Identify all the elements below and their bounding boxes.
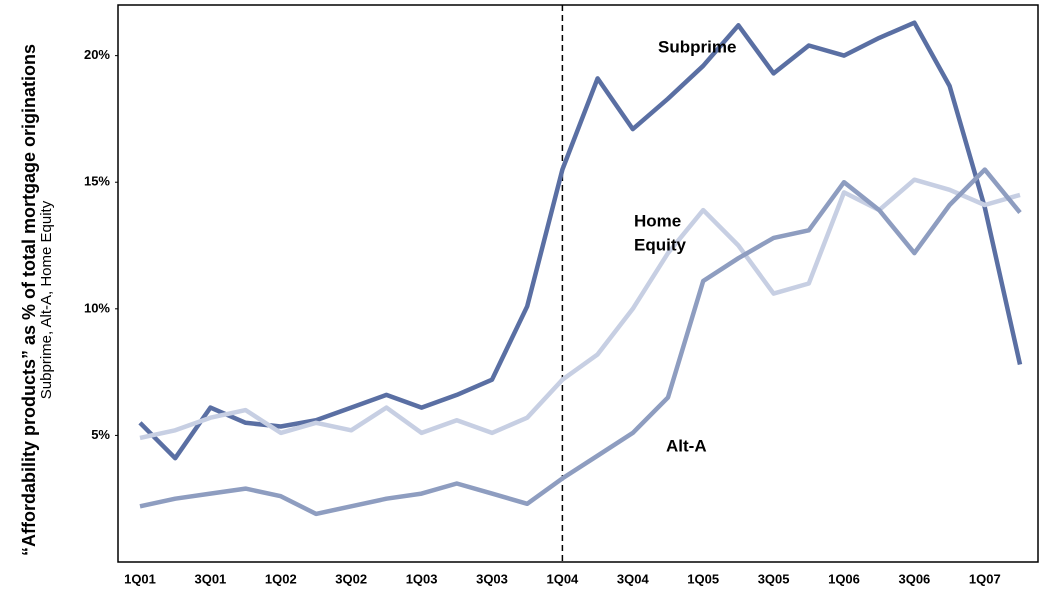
x-tick-label: 3Q04 xyxy=(617,571,650,586)
x-tick-label: 1Q02 xyxy=(265,571,297,586)
x-tick-label: 1Q01 xyxy=(124,571,156,586)
x-tick-label: 1Q05 xyxy=(687,571,719,586)
x-tick-label: 3Q06 xyxy=(898,571,930,586)
series-label: Alt-A xyxy=(666,436,707,455)
series-line xyxy=(139,167,1022,517)
y-tick-label: 15% xyxy=(84,174,110,189)
series-label: Equity xyxy=(634,235,686,254)
x-tick-label: 1Q07 xyxy=(969,571,1001,586)
x-tick-label: 1Q04 xyxy=(546,571,579,586)
x-tick-label: 3Q02 xyxy=(335,571,367,586)
y-tick-label: 10% xyxy=(84,300,110,315)
x-tick-label: 3Q05 xyxy=(758,571,790,586)
x-tick-label: 3Q01 xyxy=(194,571,226,586)
series-line xyxy=(138,20,1023,461)
series-label: Home xyxy=(634,211,681,230)
plot-frame xyxy=(117,4,1039,563)
series-label: Subprime xyxy=(658,37,736,56)
x-tick-label: 1Q03 xyxy=(406,571,438,586)
y-axis-subtitle: Subprime, Alt-A, Home Equity xyxy=(38,200,55,399)
x-tick-label: 3Q03 xyxy=(476,571,508,586)
y-axis-title: “Affordability products” as % of total m… xyxy=(19,44,39,556)
x-tick-label: 1Q06 xyxy=(828,571,860,586)
y-tick-label: 20% xyxy=(84,47,110,62)
y-tick-label: 5% xyxy=(91,427,110,442)
